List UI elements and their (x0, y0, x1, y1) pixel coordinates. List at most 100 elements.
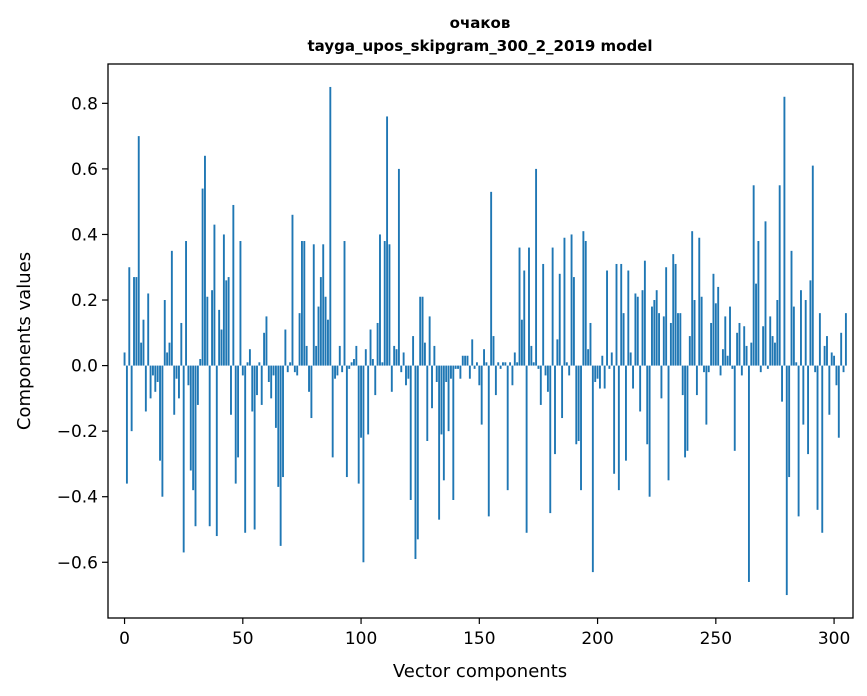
y-tick-label: 0.6 (71, 160, 98, 180)
bar-78 (308, 365, 310, 392)
bar-208 (615, 263, 618, 366)
bar-35 (206, 296, 209, 366)
bar-137 (447, 365, 450, 432)
bar-295 (821, 365, 824, 533)
bar-157 (494, 365, 497, 396)
bar-97 (353, 359, 355, 366)
bar-301 (835, 365, 838, 386)
bar-298 (828, 365, 831, 415)
bar-32 (199, 359, 202, 366)
bar-131 (433, 345, 436, 366)
bar-145 (466, 355, 469, 366)
bar-37 (211, 290, 214, 366)
bar-255 (726, 355, 729, 366)
chart-title: очаков (450, 14, 511, 32)
bar-62 (270, 365, 273, 399)
bar-5 (135, 277, 138, 366)
bar-223 (651, 306, 653, 366)
bar-252 (719, 365, 722, 376)
bar-47 (234, 365, 237, 484)
bar-93 (343, 241, 346, 366)
bar-222 (648, 365, 651, 497)
x-tick-label: 50 (232, 629, 254, 649)
bar-284 (795, 362, 798, 366)
bar-41 (220, 329, 223, 366)
bar-3 (130, 365, 133, 432)
bar-143 (461, 355, 464, 366)
bar-68 (284, 329, 287, 366)
bar-83 (319, 277, 322, 366)
bar-165 (513, 352, 516, 366)
bar-98 (355, 345, 358, 366)
bar-115 (395, 349, 398, 366)
bar-160 (502, 362, 504, 366)
bar-213 (627, 270, 630, 366)
bar-273 (769, 316, 772, 366)
bar-210 (620, 263, 623, 366)
bar-192 (577, 365, 580, 441)
bar-195 (584, 241, 587, 366)
bar-206 (610, 352, 613, 366)
bar-215 (632, 365, 634, 389)
bar-1 (125, 365, 128, 484)
bar-80 (312, 244, 315, 366)
bar-212 (625, 365, 627, 461)
bar-135 (442, 365, 445, 481)
bar-153 (485, 362, 488, 366)
bar-11 (149, 365, 152, 399)
plot-frame (107, 63, 854, 619)
bar-0 (123, 352, 126, 366)
bar-277 (778, 185, 781, 366)
bar-82 (317, 306, 320, 366)
bar-69 (286, 365, 289, 373)
bar-92 (341, 365, 344, 373)
bar-263 (745, 345, 748, 366)
bar-63 (272, 365, 275, 376)
y-tick-label: 0.8 (71, 94, 98, 114)
y-tick-label: 0.2 (71, 291, 98, 311)
bar-43 (225, 280, 228, 366)
bar-303 (840, 332, 843, 366)
y-tick-label: −0.2 (57, 422, 98, 442)
bar-48 (237, 365, 240, 458)
bar-154 (487, 365, 490, 517)
bar-72 (293, 365, 296, 373)
bar-304 (842, 365, 845, 373)
bar-248 (710, 322, 713, 366)
bar-290 (809, 280, 812, 366)
bar-44 (227, 277, 230, 366)
bar-21 (173, 365, 176, 415)
bar-161 (504, 362, 507, 366)
bar-75 (300, 241, 303, 366)
bar-89 (334, 365, 336, 379)
bar-139 (452, 365, 455, 500)
bar-299 (830, 352, 833, 366)
bar-136 (445, 365, 448, 382)
bar-86 (327, 319, 329, 366)
x-tick-label: 300 (818, 629, 850, 649)
bar-293 (816, 365, 819, 510)
bar-253 (721, 349, 724, 366)
bar-159 (499, 365, 502, 369)
bar-15 (159, 365, 161, 461)
bar-151 (480, 365, 483, 425)
bar-262 (743, 326, 746, 366)
bar-193 (580, 365, 582, 491)
bar-103 (367, 365, 370, 435)
bar-22 (175, 365, 178, 379)
x-tick-label: 0 (119, 629, 130, 649)
bar-126 (421, 296, 424, 366)
bar-228 (662, 316, 665, 366)
bar-178 (544, 365, 547, 376)
bar-23 (178, 365, 180, 399)
bar-96 (350, 362, 353, 366)
bar-74 (298, 313, 301, 366)
bar-209 (617, 365, 620, 491)
bar-series (123, 86, 847, 596)
bar-46 (232, 204, 235, 366)
bar-201 (598, 365, 601, 389)
bar-226 (658, 313, 661, 366)
bar-39 (215, 365, 218, 537)
bar-179 (546, 365, 549, 392)
bar-285 (797, 365, 800, 517)
